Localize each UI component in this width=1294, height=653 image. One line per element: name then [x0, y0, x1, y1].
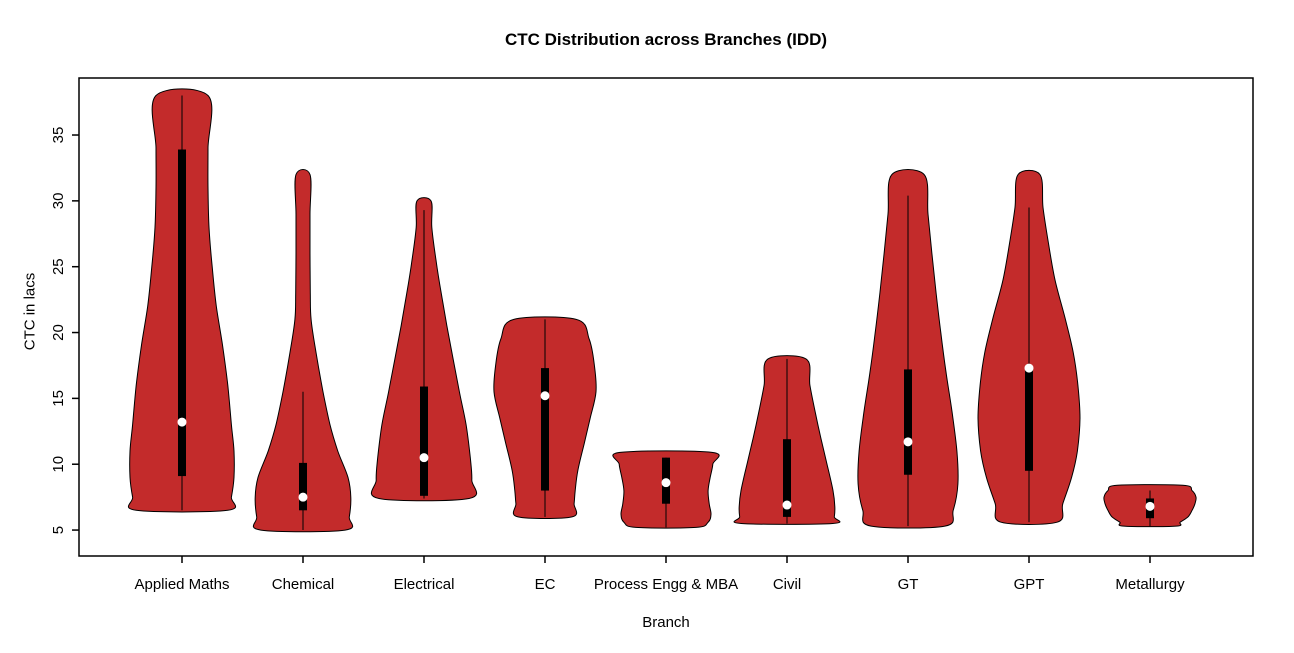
- x-axis: Applied Maths Chemical Electrical EC Process…: [134, 556, 1185, 593]
- violin-body: [252, 169, 354, 533]
- violin-iqr-box: [904, 369, 912, 475]
- violin-applied-maths: [127, 88, 237, 513]
- y-tick-label-20: 20: [50, 324, 67, 341]
- y-axis-title: CTC in lacs: [21, 272, 39, 351]
- x-tick-label-metallurgy: Metallurgy: [1115, 576, 1185, 593]
- x-tick-label-electrical: Electrical: [394, 576, 455, 593]
- violin-median-dot: [661, 478, 671, 488]
- y-tick-label-5: 5: [50, 526, 67, 534]
- x-tick-label-applied-maths: Applied Maths: [134, 576, 229, 593]
- violin-metallurgy: [1103, 484, 1197, 528]
- violin-iqr-box: [1025, 369, 1033, 471]
- violin-ec: [493, 316, 597, 520]
- x-tick-label-gpt: GPT: [1014, 576, 1045, 593]
- violin-median-dot: [903, 437, 913, 447]
- x-tick-label-ec: EC: [535, 576, 556, 593]
- violin-gpt: [977, 169, 1081, 525]
- chart-title: CTC Distribution across Branches (IDD): [504, 30, 828, 49]
- violin-median-dot: [177, 417, 187, 427]
- violin-electrical: [370, 197, 478, 502]
- x-tick-label-civil: Civil: [773, 576, 801, 593]
- y-tick-label-30: 30: [50, 193, 67, 210]
- violin-iqr-box: [783, 439, 791, 517]
- x-axis-title: Branch: [642, 614, 690, 631]
- violin-process-engg-mba: [612, 450, 720, 529]
- violin-civil: [733, 355, 841, 525]
- violin-median-dot: [782, 500, 792, 510]
- y-tick-label-10: 10: [50, 456, 67, 473]
- violin-median-dot: [298, 492, 308, 502]
- violin-chemical: [252, 169, 354, 533]
- violin-iqr-box: [299, 462, 307, 511]
- y-tick-label-15: 15: [50, 390, 67, 407]
- x-tick-label-gt: GT: [898, 576, 919, 593]
- violin-median-dot: [1024, 363, 1034, 373]
- violin-iqr-box: [178, 149, 186, 477]
- violin-median-dot: [1145, 501, 1155, 511]
- violin-median-dot: [419, 453, 429, 463]
- violin-median-dot: [540, 391, 550, 401]
- y-tick-label-35: 35: [50, 127, 67, 144]
- y-axis: 5 10 15 20 25 30 35: [50, 127, 79, 534]
- violin-iqr-box: [541, 368, 549, 491]
- y-tick-label-25: 25: [50, 258, 67, 275]
- violin-iqr-box: [420, 386, 428, 496]
- x-tick-label-chemical: Chemical: [272, 576, 335, 593]
- violin-gt: [857, 169, 959, 529]
- x-tick-label-process-engg-mba: Process Engg & MBA: [594, 576, 738, 593]
